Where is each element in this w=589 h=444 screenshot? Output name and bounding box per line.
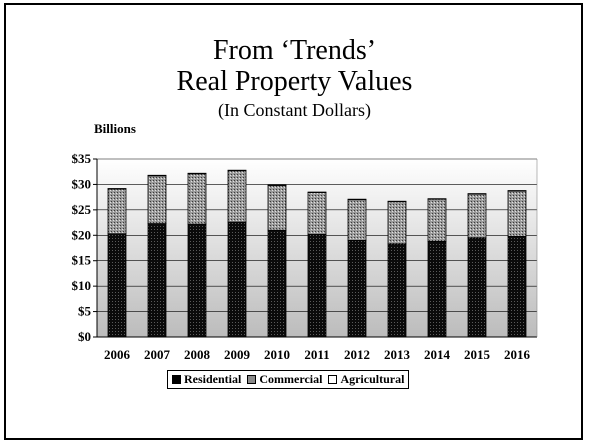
bar-agricultural-2011 [307, 191, 327, 193]
bar-agricultural-2008 [187, 172, 207, 175]
bar-residential-2016 [507, 235, 527, 338]
x-tick-label: 2012 [344, 347, 370, 362]
x-tick-label: 2007 [144, 347, 171, 362]
x-tick-label: 2016 [504, 347, 531, 362]
x-tick-label: 2010 [264, 347, 290, 362]
bar-commercial-2016 [507, 190, 527, 237]
legend-item-agricultural: Agricultural [328, 372, 404, 387]
legend-item-residential: Residential [172, 372, 241, 387]
chart-subtitle: (In Constant Dollars) [218, 100, 371, 120]
bar-commercial-2006 [107, 188, 127, 235]
x-tick-label: 2006 [104, 347, 131, 362]
bar-agricultural-2016 [507, 190, 527, 192]
y-tick-label: $25 [72, 202, 92, 217]
bar-agricultural-2015 [467, 193, 487, 195]
legend-swatch-residential [172, 375, 181, 384]
y-tick-label: $15 [72, 253, 92, 268]
bar-agricultural-2006 [107, 188, 127, 190]
bar-commercial-2014 [427, 198, 447, 242]
bar-agricultural-2013 [387, 200, 407, 203]
chart-title-line-1: From ‘Trends’ [212, 35, 377, 66]
bar-agricultural-2014 [427, 198, 447, 200]
y-tick-label: $30 [72, 176, 92, 191]
bar-residential-2008 [187, 223, 207, 338]
bar-agricultural-2012 [347, 198, 367, 201]
chart-legend: Residential Commercial Agricultural [167, 370, 410, 389]
x-tick-label: 2014 [424, 347, 451, 362]
bar-residential-2014 [427, 240, 447, 338]
bar-commercial-2012 [347, 199, 367, 241]
bar-residential-2009 [227, 221, 247, 338]
bar-commercial-2008 [187, 173, 207, 225]
bar-agricultural-2009 [227, 169, 247, 172]
bar-commercial-2007 [147, 175, 167, 224]
bar-residential-2013 [387, 243, 407, 338]
legend-swatch-agricultural [328, 375, 338, 384]
y-tick-label: $5 [78, 304, 92, 319]
x-tick-label: 2011 [304, 347, 329, 362]
y-tick-label: $10 [72, 278, 92, 293]
bar-residential-2006 [107, 233, 127, 338]
y-axis-unit-label: Billions [94, 121, 136, 136]
y-tick-label: $35 [72, 151, 92, 166]
y-tick-label: $20 [72, 227, 92, 242]
legend-label-residential: Residential [184, 372, 242, 386]
y-tick-labels: $0 $5 $10 $15 $20 $25 $30 $35 [72, 151, 97, 344]
legend-label-agricultural: Agricultural [340, 372, 405, 386]
x-tick-label: 2008 [184, 347, 211, 362]
bar-residential-2010 [267, 229, 287, 338]
y-tick-label: $0 [78, 329, 91, 344]
legend-item-commercial: Commercial [247, 372, 322, 387]
chart-title-line-2: Real Property Values [176, 66, 413, 97]
bar-residential-2012 [347, 239, 367, 338]
bar-agricultural-2010 [267, 184, 287, 186]
x-tick-label: 2013 [384, 347, 411, 362]
bar-residential-2015 [467, 237, 487, 338]
x-tick-label: 2009 [224, 347, 251, 362]
bar-residential-2011 [307, 233, 327, 338]
legend-swatch-commercial [247, 375, 257, 384]
x-tick-labels: 2006 2007 2008 2009 2010 2011 2012 2013 2014 2015… [104, 347, 531, 362]
bar-commercial-2013 [387, 201, 407, 245]
legend-label-commercial: Commercial [259, 372, 323, 386]
axes-group [96, 159, 538, 338]
bar-commercial-2015 [467, 193, 487, 239]
x-tick-label: 2015 [464, 347, 491, 362]
bar-commercial-2010 [267, 185, 287, 231]
bar-residential-2007 [147, 223, 167, 338]
bar-commercial-2011 [307, 192, 327, 235]
bar-agricultural-2007 [147, 174, 167, 177]
bar-commercial-2009 [227, 170, 247, 223]
